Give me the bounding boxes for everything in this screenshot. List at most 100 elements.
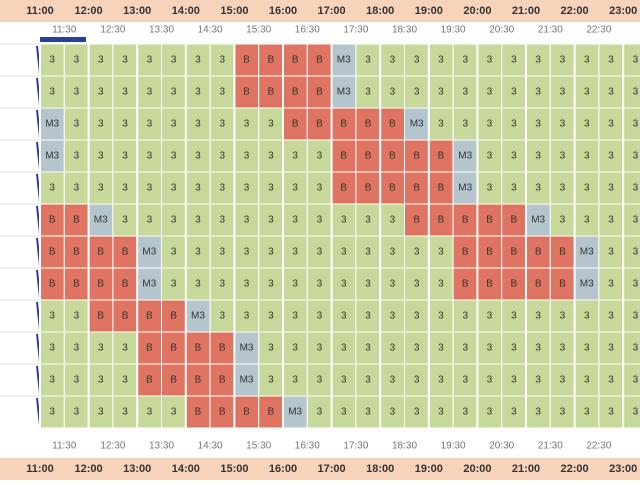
cell-label: 3 <box>341 407 347 418</box>
half-hour-label: 19:30 <box>441 441 466 452</box>
cell <box>574 363 600 397</box>
hour-label: 12:00 <box>75 463 103 475</box>
cell-label: 3 <box>608 183 614 194</box>
cell <box>476 395 503 429</box>
cell-label: 3 <box>341 247 347 258</box>
cell <box>355 331 381 365</box>
cell-label: B <box>365 183 372 194</box>
cell <box>185 171 211 205</box>
cell-label: 3 <box>268 311 274 322</box>
cell-label: 3 <box>633 87 639 98</box>
cell-label: B <box>268 407 275 418</box>
half-hour-label: 20:30 <box>489 25 514 36</box>
cell-label: 3 <box>438 55 444 66</box>
cell-label: 3 <box>511 407 517 418</box>
cell-label: 3 <box>341 343 347 354</box>
cell-label: 3 <box>365 279 371 290</box>
hour-label: 14:00 <box>172 5 200 17</box>
cell-label: B <box>340 119 347 130</box>
cell <box>404 331 430 365</box>
cell-label: 3 <box>268 343 274 354</box>
cell-label: B <box>122 311 129 322</box>
cell-label: M3 <box>580 279 594 290</box>
cell-label: B <box>365 119 372 130</box>
cell-label: 3 <box>147 55 153 66</box>
cell-label: 3 <box>390 343 396 354</box>
cell-label: 3 <box>487 407 493 418</box>
cell <box>136 299 162 333</box>
cell <box>598 75 624 109</box>
cell-label: 3 <box>560 407 566 418</box>
cell-label: 3 <box>438 375 444 386</box>
cell <box>39 203 65 237</box>
cell-label: B <box>219 407 226 418</box>
half-hour-label: 15:30 <box>246 25 271 36</box>
cell <box>379 299 406 333</box>
cell-label: B <box>535 279 542 290</box>
cell-label: 3 <box>74 375 80 386</box>
cell-label: B <box>511 247 518 258</box>
cell-label: B <box>292 119 299 130</box>
cell-label: 3 <box>219 311 225 322</box>
cell <box>331 363 357 397</box>
cell <box>306 107 333 141</box>
cell-label: 3 <box>171 87 177 98</box>
cell-label: 3 <box>438 343 444 354</box>
cell-label: 3 <box>147 151 153 162</box>
cell-label: 3 <box>462 311 468 322</box>
cell-label: 3 <box>365 87 371 98</box>
cell-label: 3 <box>292 279 298 290</box>
cell-label: B <box>389 119 396 130</box>
cell-label: 3 <box>633 183 639 194</box>
cell-label: 3 <box>560 311 566 322</box>
hour-label: 12:00 <box>75 5 103 17</box>
cell-label: B <box>365 151 372 162</box>
cell-label: B <box>389 183 396 194</box>
cell-label: M3 <box>458 183 472 194</box>
cell-label: 3 <box>98 343 104 354</box>
cell <box>404 235 430 269</box>
cell-label: 3 <box>487 311 493 322</box>
cell-label: B <box>316 87 323 98</box>
cell-label: 3 <box>633 375 639 386</box>
cell-label: 3 <box>317 311 323 322</box>
half-hour-label: 18:30 <box>392 25 417 36</box>
cell-label: M3 <box>94 215 108 226</box>
cell <box>404 395 430 429</box>
cell-label: 3 <box>98 151 104 162</box>
cell <box>549 171 576 205</box>
cell-label: 3 <box>487 183 493 194</box>
cell-label: 3 <box>195 119 201 130</box>
cell <box>574 43 600 77</box>
hour-label: 19:00 <box>415 463 443 475</box>
cell-label: B <box>219 375 226 386</box>
cell-label: 3 <box>171 55 177 66</box>
cell-label: 3 <box>49 407 55 418</box>
cell <box>501 363 527 397</box>
cell <box>112 395 138 429</box>
now-indicator <box>40 37 86 42</box>
cell-label: 3 <box>292 247 298 258</box>
cell-label: 3 <box>365 215 371 226</box>
cell-label: 3 <box>317 247 323 258</box>
hour-label: 16:00 <box>269 463 297 475</box>
cell-label: B <box>413 215 420 226</box>
cell-label: 3 <box>438 119 444 130</box>
cell <box>574 299 600 333</box>
cell-label: B <box>268 87 275 98</box>
cell-label: 3 <box>584 407 590 418</box>
cell-label: B <box>340 151 347 162</box>
cell-label: B <box>195 375 202 386</box>
cell-label: 3 <box>219 119 225 130</box>
cell-label: 3 <box>438 279 444 290</box>
half-hour-label: 16:30 <box>295 441 320 452</box>
cell-label: 3 <box>511 87 517 98</box>
cell-label: B <box>389 151 396 162</box>
cell <box>331 203 357 237</box>
cell <box>282 395 308 429</box>
cell-label: B <box>413 183 420 194</box>
cell-label: 3 <box>49 87 55 98</box>
cell-label: 3 <box>171 407 177 418</box>
cell <box>63 235 90 269</box>
